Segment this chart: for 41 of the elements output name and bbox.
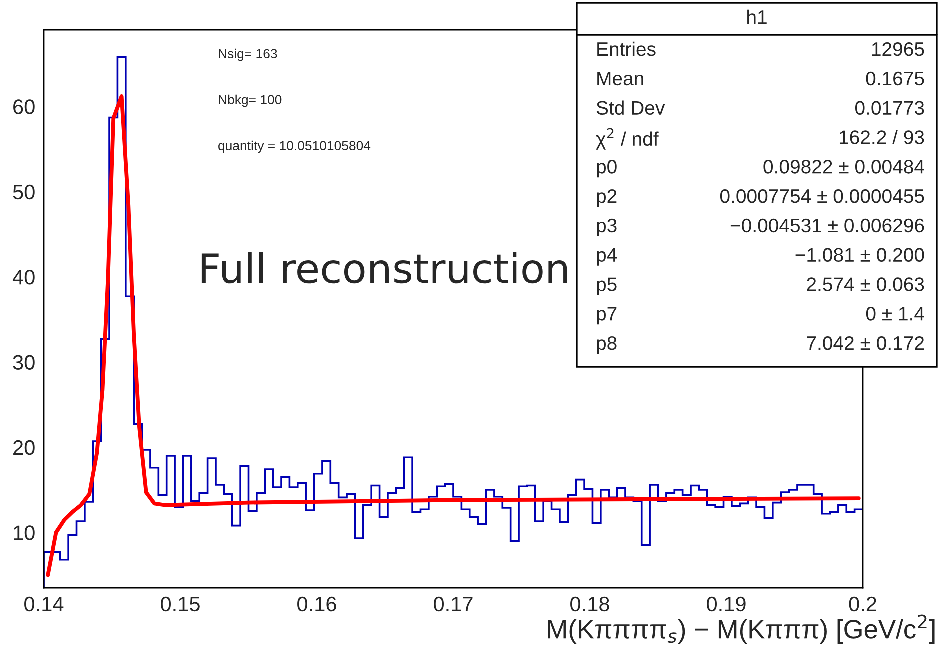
annotation: Nsig= 163 (219, 48, 278, 62)
annotation: Std Dev (596, 100, 666, 116)
y-tick-label: 20 (14, 440, 35, 456)
x-tick-label: 0.16 (298, 596, 336, 612)
annotation: p4 (597, 248, 618, 266)
annotation: 0.01773 (855, 101, 924, 116)
annotation: quantity = 10.0510105804 (218, 140, 371, 154)
annotation: −1.081 ± 0.200 (796, 248, 924, 262)
y-tick-label: 50 (13, 184, 35, 200)
x-tick-label: 0.17 (434, 596, 473, 612)
y-tick-label: 40 (12, 270, 35, 285)
annotation: p7 (597, 307, 617, 325)
text: 0.1675 (866, 72, 924, 86)
x-tick-label: 0.19 (707, 596, 746, 612)
annotation: 0.0007754 ± 0.0000455 (720, 189, 924, 204)
annotation: 0.09822 ± 0.00484 (764, 160, 924, 174)
annotation: p8 (597, 336, 617, 354)
annotation: p0 (597, 160, 617, 178)
annotation: −0.004531 ± 0.006296 (730, 218, 924, 233)
annotation: 2.574 ± 0.063 (807, 278, 924, 292)
text: 12965 (872, 42, 924, 56)
y-tick-label: 30 (13, 355, 35, 370)
annotation: Mean (598, 72, 644, 86)
annotation: 7.042 ± 0.172 (807, 336, 924, 350)
x-axis-title: M(Kππππ$_{s}$) − M(Kπππ) [GeV/c$^{2}$] (548, 614, 935, 644)
x-tick-label: 0.2 (849, 596, 876, 612)
annotation: p5 (597, 278, 617, 296)
text: 0 ± 1.4 (866, 307, 924, 321)
x-tick-label: 0.15 (161, 596, 200, 612)
annotation: Full reconstruction (202, 252, 568, 284)
annotation: χ$^{2}$ / ndf (596, 128, 659, 150)
annotation: Nbkg= 100 (219, 94, 282, 108)
annotation: p2 (597, 189, 617, 208)
x-tick-label: 0.14 (24, 596, 64, 612)
annotation: p3 (597, 218, 617, 236)
annotation: Entries (598, 42, 656, 56)
annotation: 162.2 / 93 (840, 130, 924, 144)
y-tick-label: 10 (14, 526, 35, 540)
text: h1 (748, 10, 767, 24)
y-tick-label: 60 (14, 100, 35, 114)
x-tick-label: 0.18 (570, 596, 610, 612)
